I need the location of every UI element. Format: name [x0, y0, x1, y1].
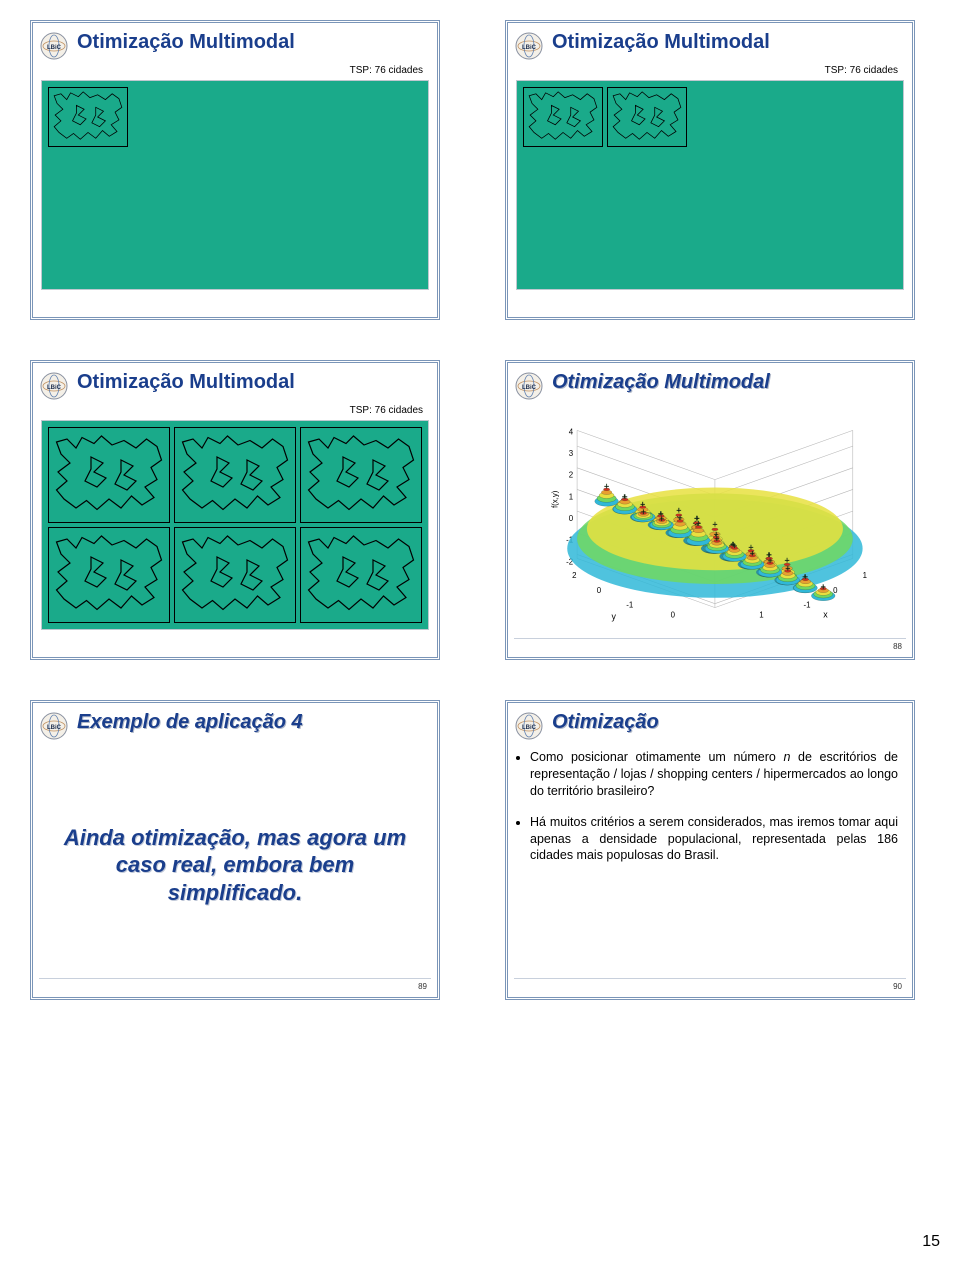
slide-body: Ainda otimização, mas agora um caso real…: [33, 745, 437, 985]
body-text: Ainda otimização, mas agora um caso real…: [51, 824, 419, 907]
slide-title: Otimização: [552, 711, 659, 733]
slide-title: Exemplo de aplicação 4: [77, 711, 303, 733]
svg-text:+: +: [803, 572, 808, 582]
slide-pagenum: 89: [418, 982, 427, 991]
footer-divider: [39, 978, 431, 979]
svg-text:0: 0: [833, 586, 838, 595]
slide-5: LBiC Exemplo de aplicação 4 Ainda otimiz…: [30, 700, 440, 1000]
svg-text:0: 0: [569, 514, 574, 523]
slide-4: LBiC Otimização Multimodal: [505, 360, 915, 660]
lbic-logo-icon: LBiC: [514, 371, 544, 401]
lbic-logo-icon: LBiC: [39, 371, 69, 401]
tsp-route-icon: [48, 427, 170, 523]
svg-text:+: +: [750, 548, 755, 558]
page-footer-number: 15: [922, 1233, 940, 1251]
slide-header: LBiC Otimização Multimodal: [508, 363, 912, 405]
slide-header: LBiC Exemplo de aplicação 4: [33, 703, 437, 745]
svg-text:LBiC: LBiC: [522, 45, 537, 51]
svg-text:+: +: [712, 520, 717, 530]
svg-text:+: +: [604, 481, 609, 491]
tsp-route-icon: [48, 527, 170, 623]
svg-text:+: +: [767, 556, 772, 566]
slide-pagenum: 88: [893, 642, 902, 651]
slide-header: LBiC Otimização Multimodal: [508, 23, 912, 65]
svg-text:+: +: [821, 582, 826, 592]
tsp-panel-6: [41, 420, 429, 630]
svg-text:LBiC: LBiC: [522, 725, 537, 731]
svg-text:1: 1: [863, 571, 867, 580]
svg-text:LBiC: LBiC: [47, 725, 62, 731]
svg-text:+: +: [732, 541, 737, 551]
lbic-logo-icon: LBiC: [39, 31, 69, 61]
svg-text:+: +: [696, 519, 701, 529]
svg-text:+: +: [785, 564, 790, 574]
slide-subtitle: TSP: 76 cidades: [33, 65, 437, 80]
slide-subtitle: TSP: 76 cidades: [33, 405, 437, 420]
svg-text:4: 4: [569, 427, 574, 436]
slide-pagenum: 90: [893, 982, 902, 991]
slide-title: Otimização Multimodal: [77, 31, 295, 53]
svg-text:-1: -1: [626, 601, 633, 610]
tsp-route-icon: [48, 87, 128, 147]
footer-divider: [514, 978, 906, 979]
tsp-route-icon: [300, 527, 422, 623]
svg-text:1: 1: [759, 610, 763, 619]
tsp-route-icon: [174, 427, 296, 523]
slide-title: Otimização Multimodal: [77, 371, 295, 393]
bullet-list: Como posicionar otimamente um número n d…: [508, 745, 912, 864]
svg-text:LBiC: LBiC: [522, 385, 537, 391]
svg-text:+: +: [641, 507, 646, 517]
svg-text:1: 1: [569, 492, 573, 501]
tsp-route-icon: [607, 87, 687, 147]
svg-text:0: 0: [597, 586, 602, 595]
slide-header: LBiC Otimização Multimodal: [33, 363, 437, 405]
svg-text:2: 2: [572, 571, 576, 580]
tsp-panel: [41, 80, 429, 290]
svg-text:LBiC: LBiC: [47, 385, 62, 391]
slide-header: LBiC Otimização: [508, 703, 912, 745]
svg-text:x: x: [823, 609, 828, 619]
surface-plot: 4 3 2 1 0 -1 -2 f(x,y): [518, 409, 902, 629]
svg-text:LBiC: LBiC: [47, 45, 62, 51]
bullet-item: Há muitos critérios a serem considerados…: [530, 814, 898, 865]
svg-text:+: +: [622, 492, 627, 502]
svg-text:f(x,y): f(x,y): [550, 490, 559, 508]
slide-2: LBiC Otimização Multimodal TSP: 76 cidad…: [505, 20, 915, 320]
tsp-panel: [516, 80, 904, 290]
lbic-logo-icon: LBiC: [39, 711, 69, 741]
svg-text:y: y: [612, 611, 617, 621]
tsp-route-icon: [300, 427, 422, 523]
slide-1: LBiC Otimização Multimodal TSP: 76 cidad…: [30, 20, 440, 320]
svg-text:-1: -1: [804, 601, 811, 610]
lbic-logo-icon: LBiC: [514, 31, 544, 61]
svg-text:0: 0: [671, 610, 676, 619]
svg-text:+: +: [659, 514, 664, 524]
slide-title: Otimização Multimodal: [552, 31, 770, 53]
lbic-logo-icon: LBiC: [514, 711, 544, 741]
bullet-item: Como posicionar otimamente um número n d…: [530, 749, 898, 800]
tsp-route-icon: [523, 87, 603, 147]
svg-text:+: +: [714, 534, 719, 544]
slide-title: Otimização Multimodal: [552, 371, 770, 393]
svg-text:+: +: [678, 513, 683, 523]
slide-subtitle: TSP: 76 cidades: [508, 65, 912, 80]
footer-divider: [514, 638, 906, 639]
svg-text:3: 3: [569, 449, 574, 458]
slide-6: LBiC Otimização Como posicionar otimamen…: [505, 700, 915, 1000]
slide-header: LBiC Otimização Multimodal: [33, 23, 437, 65]
slide-3: LBiC Otimização Multimodal TSP: 76 cidad…: [30, 360, 440, 660]
svg-text:2: 2: [569, 471, 573, 480]
tsp-route-icon: [174, 527, 296, 623]
